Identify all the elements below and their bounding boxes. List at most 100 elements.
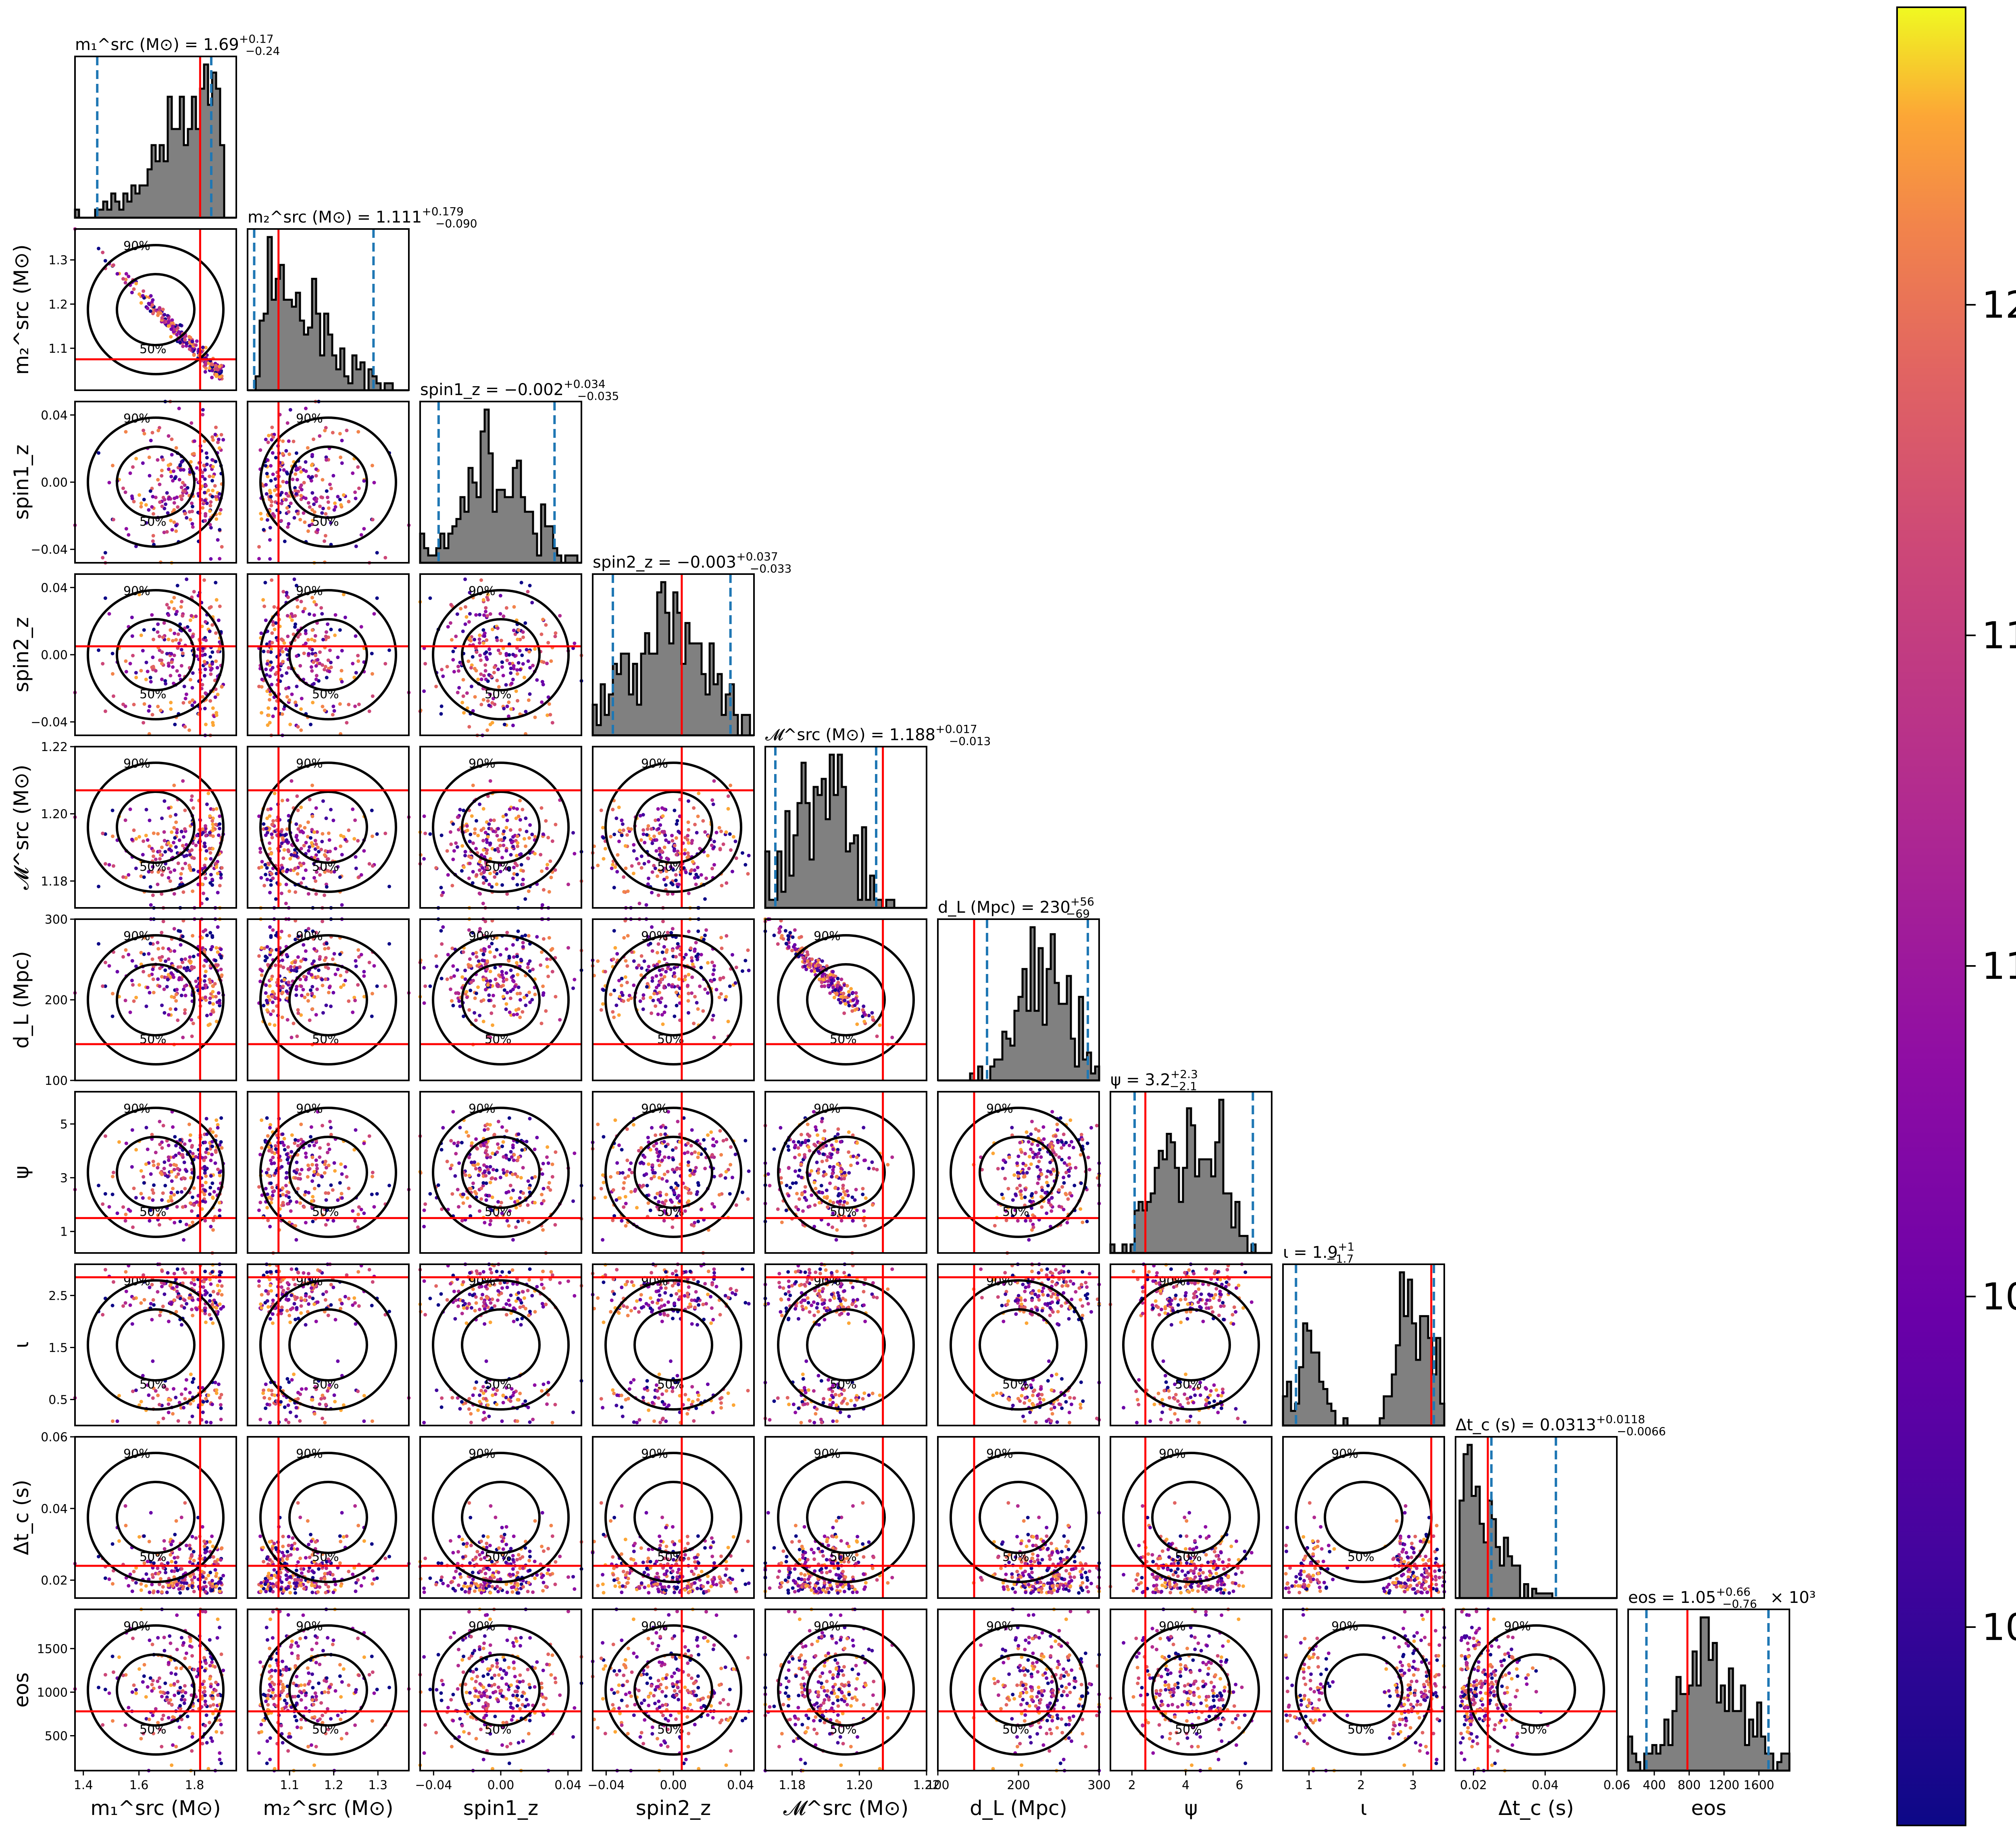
- sample-point: [541, 1228, 545, 1232]
- sample-point: [473, 1190, 477, 1194]
- sample-point: [659, 973, 663, 977]
- sample-point: [221, 438, 225, 442]
- sample-point: [546, 1161, 550, 1165]
- sample-point: [296, 489, 300, 493]
- sample-point: [642, 959, 646, 963]
- sample-point: [456, 1140, 460, 1145]
- sample-point: [257, 557, 261, 561]
- sample-point: [323, 429, 327, 433]
- sample-point: [478, 613, 482, 617]
- sample-point: [664, 1004, 668, 1008]
- sample-point: [268, 847, 272, 851]
- sample-point: [219, 1140, 223, 1144]
- sample-point: [181, 1035, 185, 1039]
- sample-point: [450, 638, 454, 642]
- sample-point: [747, 968, 751, 972]
- sample-point: [481, 628, 485, 632]
- sample-point: [264, 464, 268, 468]
- sample-point: [292, 577, 296, 581]
- contour-label-90: 90%: [641, 757, 668, 771]
- sample-point: [617, 1013, 621, 1017]
- sample-point: [473, 996, 477, 1000]
- sample-point: [183, 957, 187, 961]
- sample-point: [204, 1174, 208, 1178]
- y-tick-label: 300: [45, 913, 68, 927]
- sample-point: [508, 662, 512, 666]
- sample-point: [356, 1212, 360, 1216]
- sample-point: [283, 539, 287, 543]
- sample-point: [191, 671, 195, 675]
- sample-point: [282, 848, 286, 852]
- sample-point: [362, 527, 366, 531]
- sample-point: [195, 984, 199, 989]
- sample-point: [423, 662, 427, 666]
- sample-point: [474, 613, 478, 617]
- sample-point: [733, 981, 737, 985]
- sample-point: [674, 955, 678, 959]
- sample-point: [323, 849, 327, 853]
- sample-point: [204, 363, 208, 367]
- sample-point: [520, 653, 524, 657]
- sample-point: [356, 839, 360, 843]
- sample-point: [203, 1140, 207, 1145]
- sample-point: [354, 1128, 358, 1132]
- sample-point: [441, 674, 445, 678]
- sample-point: [862, 1004, 866, 1008]
- sample-point: [208, 1192, 212, 1196]
- sample-point: [142, 952, 146, 956]
- sample-point: [139, 669, 143, 673]
- sample-point: [167, 806, 171, 810]
- sample-point: [422, 1001, 426, 1005]
- sample-point: [325, 1151, 329, 1155]
- sample-point: [483, 669, 487, 673]
- sample-point: [309, 988, 313, 992]
- sample-point: [663, 833, 667, 837]
- sample-point: [478, 1014, 482, 1018]
- sample-point: [609, 993, 613, 997]
- sample-point: [192, 1186, 196, 1190]
- sample-point: [163, 850, 167, 854]
- y-axis-label: spin2_z: [10, 617, 33, 692]
- sample-point: [269, 852, 273, 856]
- sample-point: [533, 1175, 537, 1179]
- sample-point: [653, 1196, 657, 1200]
- sample-point: [272, 605, 276, 609]
- sample-point: [307, 612, 311, 616]
- sample-point: [314, 806, 318, 810]
- sample-point: [723, 1176, 727, 1180]
- sample-point: [484, 878, 488, 882]
- sample-point: [203, 498, 207, 502]
- sample-point: [172, 520, 176, 524]
- sample-point: [518, 998, 522, 1002]
- sample-point: [169, 1163, 173, 1167]
- sample-point: [333, 613, 337, 617]
- sample-point: [451, 964, 455, 968]
- sample-point: [599, 808, 603, 812]
- sample-point: [281, 1201, 285, 1205]
- sample-point: [173, 722, 177, 726]
- sample-point: [214, 959, 218, 963]
- sample-point: [464, 605, 468, 609]
- sample-point: [661, 1022, 665, 1026]
- sample-point: [658, 980, 662, 984]
- sample-point: [204, 451, 208, 455]
- sample-point: [204, 876, 208, 880]
- sample-point: [316, 658, 320, 662]
- sample-point: [509, 671, 513, 675]
- sample-point: [259, 876, 263, 880]
- sample-point: [489, 1011, 494, 1015]
- sample-point: [354, 544, 358, 548]
- sample-point: [187, 959, 191, 963]
- sample-point: [816, 958, 820, 962]
- sample-point: [171, 665, 175, 669]
- sample-point: [172, 1155, 176, 1159]
- sample-point: [546, 974, 550, 978]
- sample-point: [214, 631, 218, 635]
- sample-point: [285, 1153, 289, 1157]
- sample-point: [268, 526, 272, 530]
- sample-point: [602, 857, 606, 861]
- sample-point: [188, 1201, 192, 1205]
- sample-point: [169, 470, 173, 474]
- sample-point: [471, 655, 475, 659]
- sample-point: [310, 491, 314, 495]
